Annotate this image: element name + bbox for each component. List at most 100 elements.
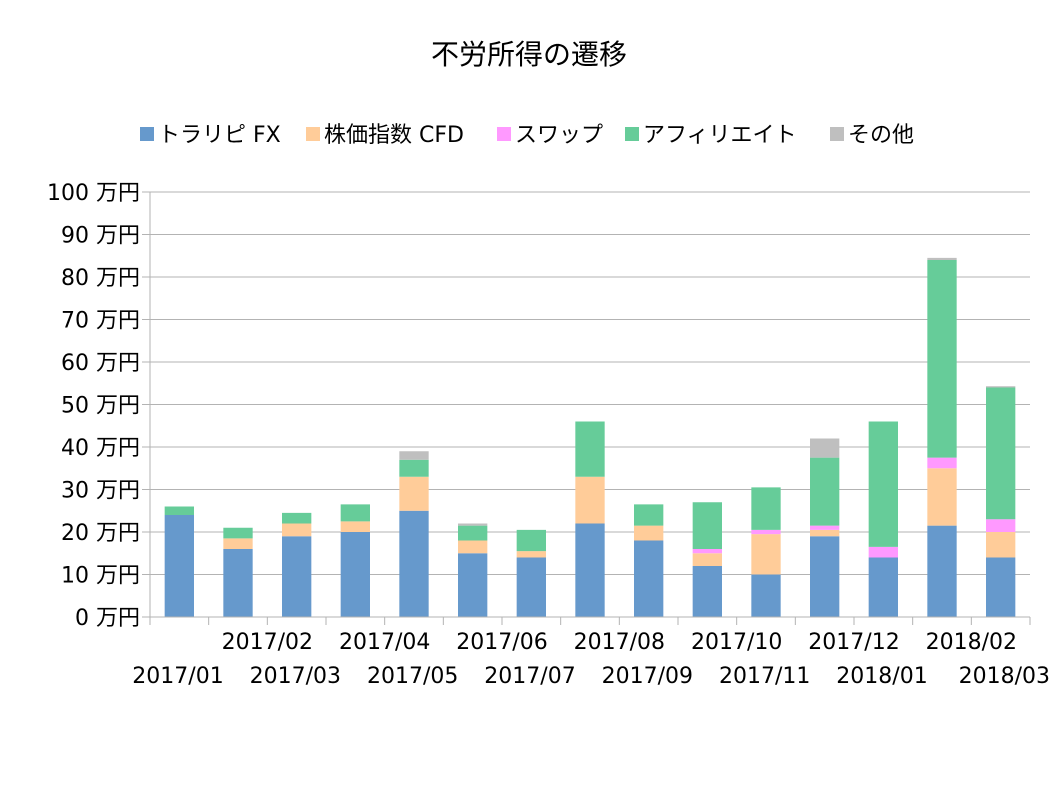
bar-segment [751,529,781,535]
legend-item: スワップ [497,123,603,148]
y-tick-label: 90 万円 [61,224,140,249]
bar-stack [927,257,957,617]
y-tick-label: 20 万円 [61,521,140,546]
y-tick-label: 70 万円 [61,309,140,334]
legend-label: 株価指数 CFD [324,123,464,148]
bar-segment [458,540,488,554]
legend-item: アフィリエイト [625,123,797,148]
bar-segment [810,529,840,537]
bar-stack [164,506,194,617]
legend-label: アフィリエイト [643,123,797,148]
bar-segment [986,386,1016,388]
x-tick-label: 2017/05 [367,664,458,689]
y-tick-label: 80 万円 [61,266,140,291]
legend: トラリピ FX 株価指数 CFD スワップ アフィリエイト その他 [140,123,914,148]
bar-stack [340,504,370,617]
x-tick-label: 2017/03 [250,664,341,689]
legend-item: 株価指数 CFD [306,123,464,148]
bar-segment [810,457,840,526]
bar-segment [868,421,898,547]
bar-segment [458,553,488,617]
bar-stack [868,421,898,617]
bar-segment [634,525,664,541]
bar-stack [634,504,664,617]
y-tick-label: 50 万円 [61,394,140,419]
bar-segment [164,515,194,617]
bar-segment [692,502,722,549]
bar-segment [634,504,664,526]
bar-segment [282,523,312,537]
bar-segment [986,532,1016,558]
bar-segment [340,532,370,617]
bar-stack [575,421,605,617]
bar-segment [282,512,312,524]
bar-segment [399,510,429,617]
x-tick-label: 2017/02 [222,630,313,655]
bar-stack [458,523,488,617]
x-tick-label: 2017/10 [691,630,782,655]
bar-segment [399,476,429,511]
chart-title: 不労所得の遷移 [431,38,627,71]
bar-segment [927,525,957,617]
y-tick-label: 10 万円 [61,564,140,589]
bar-segment [223,549,253,617]
x-tick-label: 2017/06 [456,630,547,655]
x-tick-label: 2017/01 [132,664,223,689]
bar-segment [516,529,546,552]
bar-segment [575,476,605,524]
x-tick-label: 2017/08 [574,630,665,655]
bar-segment [986,387,1016,520]
bar-segment [458,525,488,541]
y-axis-ticks: 0 万円 10 万円 20 万円 30 万円 40 万円 50 万円 60 万円 70 万円 8… [47,181,140,631]
bar-segment [868,546,898,558]
bar-segment [692,566,722,617]
axes [149,192,1031,625]
legend-swatch [497,127,511,141]
bar-stack [223,527,253,617]
x-tick-label: 2018/01 [836,664,927,689]
legend-swatch [140,127,154,141]
bar-stack [399,451,429,617]
y-tick-label: 100 万円 [47,181,140,206]
bar-segment [340,504,370,522]
legend-swatch [830,127,844,141]
x-tick-label: 2017/12 [808,630,899,655]
legend-label: スワップ [515,123,603,148]
bar-segment [223,538,253,549]
bar-segment [516,557,546,617]
bar-stack [810,438,840,617]
bar-segment [751,574,781,617]
legend-item: トラリピ FX [140,123,281,148]
bar-segment [927,257,957,260]
bar-segment [282,536,312,617]
bar-segment [751,534,781,575]
bar-segment [868,557,898,617]
legend-swatch [625,127,639,141]
bar-segment [458,523,488,526]
x-tick-label: 2017/07 [484,664,575,689]
bar-segment [810,525,840,530]
bar-stack [751,487,781,617]
x-tick-label: 2018/03 [959,664,1050,689]
bar-segment [927,260,957,458]
x-tick-label: 2017/09 [602,664,693,689]
bar-segment [810,536,840,617]
y-tick-label: 30 万円 [61,479,140,504]
bar-stack [986,386,1016,617]
y-tick-label: 40 万円 [61,436,140,461]
bars [164,257,1016,617]
bar-segment [399,451,429,460]
x-tick-label: 2018/02 [926,630,1017,655]
bar-segment [927,468,957,526]
bar-segment [810,438,840,458]
bar-stack [282,512,312,617]
y-tick-label: 0 万円 [75,606,140,631]
y-tick-label: 60 万円 [61,351,140,376]
bar-segment [986,557,1016,617]
x-tick-label: 2017/11 [719,664,810,689]
bar-segment [692,549,722,554]
bar-segment [516,551,546,558]
bar-segment [692,553,722,566]
legend-item: その他 [830,123,914,148]
